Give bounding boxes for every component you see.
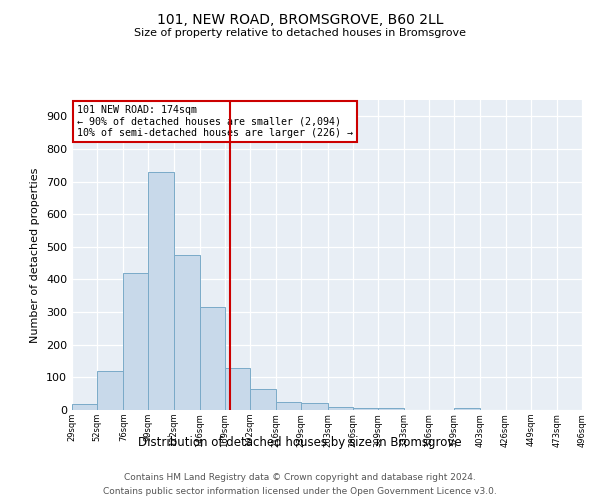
Bar — [301, 404, 328, 410]
Text: 101, NEW ROAD, BROMSGROVE, B60 2LL: 101, NEW ROAD, BROMSGROVE, B60 2LL — [157, 12, 443, 26]
Text: Size of property relative to detached houses in Bromsgrove: Size of property relative to detached ho… — [134, 28, 466, 38]
Bar — [353, 408, 378, 410]
Bar — [378, 408, 404, 410]
Bar — [250, 389, 276, 410]
Y-axis label: Number of detached properties: Number of detached properties — [31, 168, 40, 342]
Text: 101 NEW ROAD: 174sqm
← 90% of detached houses are smaller (2,094)
10% of semi-de: 101 NEW ROAD: 174sqm ← 90% of detached h… — [77, 104, 353, 138]
Bar — [72, 404, 97, 410]
Text: Contains public sector information licensed under the Open Government Licence v3: Contains public sector information licen… — [103, 486, 497, 496]
Bar — [173, 255, 200, 410]
Bar — [148, 172, 173, 410]
Bar — [225, 368, 250, 410]
Bar — [454, 408, 481, 410]
Bar — [200, 307, 225, 410]
Bar — [124, 273, 148, 410]
Bar — [276, 402, 301, 410]
Text: Distribution of detached houses by size in Bromsgrove: Distribution of detached houses by size … — [138, 436, 462, 449]
Text: Contains HM Land Registry data © Crown copyright and database right 2024.: Contains HM Land Registry data © Crown c… — [124, 473, 476, 482]
Bar — [97, 371, 124, 410]
Bar — [328, 406, 353, 410]
